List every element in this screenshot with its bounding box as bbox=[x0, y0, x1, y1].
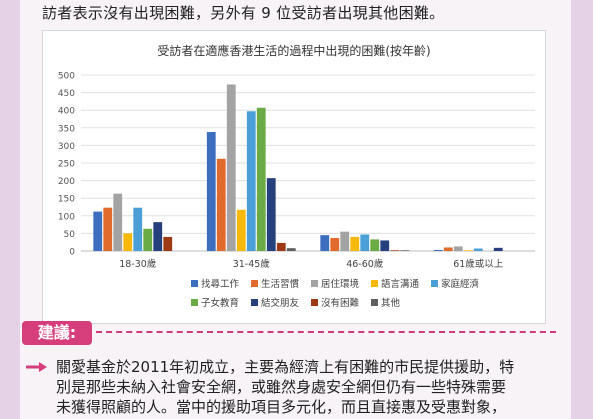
bar bbox=[103, 207, 113, 251]
bar bbox=[390, 250, 400, 251]
y-tick-label: 50 bbox=[64, 230, 76, 240]
paragraph-line-1: 關愛基金於2011年初成立，主要為經濟上有困難的市民提供援助，特 bbox=[56, 358, 515, 376]
bar bbox=[463, 250, 473, 251]
legend-label: 語言溝通 bbox=[381, 278, 420, 290]
bar bbox=[153, 222, 163, 251]
y-tick-label: 400 bbox=[58, 107, 75, 117]
bar bbox=[380, 240, 390, 251]
right-border-band bbox=[571, 0, 593, 419]
legend-label: 家庭經濟 bbox=[441, 278, 479, 290]
arrow-right-icon bbox=[26, 362, 47, 372]
y-tick-label: 0 bbox=[69, 248, 75, 258]
bar bbox=[443, 247, 453, 251]
bar bbox=[246, 111, 256, 251]
legend-swatch bbox=[371, 299, 378, 306]
bar-chart: 受訪者在適應香港生活的過程中出現的困難(按年齡) 0 50 100 150 200 250 3… bbox=[58, 43, 535, 309]
legend-swatch bbox=[311, 299, 318, 306]
bar bbox=[266, 178, 276, 251]
legend-label: 沒有困難 bbox=[321, 297, 360, 309]
y-tick-label: 350 bbox=[58, 124, 75, 134]
bar bbox=[216, 158, 226, 251]
suggestion-paragraph: 關愛基金於2011年初成立，主要為經濟上有困難的市民提供援助，特 別是那些未納入… bbox=[56, 357, 576, 417]
left-border-band bbox=[0, 0, 20, 419]
legend-swatch bbox=[431, 280, 438, 287]
legend-label: 結交朋友 bbox=[261, 297, 300, 309]
legend-label: 其他 bbox=[381, 297, 401, 309]
intro-text: 訪者表示沒有出現困難，另外有 9 位受訪者出現其他困難。 bbox=[42, 4, 445, 22]
bar bbox=[453, 246, 463, 251]
bar bbox=[236, 209, 246, 251]
dashed-divider bbox=[96, 331, 556, 333]
bar bbox=[473, 248, 483, 251]
y-tick-label: 100 bbox=[58, 212, 75, 222]
bar bbox=[123, 233, 133, 251]
legend-label: 子女教育 bbox=[201, 297, 239, 309]
chart-title: 受訪者在適應香港生活的過程中出現的困難(按年齡) bbox=[157, 43, 430, 58]
legend-label: 找尋工作 bbox=[201, 278, 240, 290]
legend-swatch bbox=[251, 280, 258, 287]
bar bbox=[133, 207, 143, 251]
x-tick-label: 46-60歲 bbox=[346, 258, 384, 270]
legend-swatch bbox=[311, 280, 318, 287]
chart-container: 受訪者在適應香港生活的過程中出現的困難(按年齡) 0 50 100 150 200 250 3… bbox=[42, 30, 546, 324]
legend-label: 生活習慣 bbox=[261, 278, 300, 290]
bar bbox=[276, 242, 286, 251]
legend-swatch bbox=[251, 299, 258, 306]
y-tick-label: 500 bbox=[58, 72, 75, 82]
bar bbox=[256, 107, 266, 252]
paragraph-line-3: 未獲得照顧的人。當中的援助項目多元化，而且直接惠及受惠對象， bbox=[56, 398, 507, 416]
bar bbox=[93, 211, 103, 251]
bar bbox=[286, 248, 296, 251]
suggestion-heading: 建議: bbox=[22, 321, 92, 345]
x-tick-label: 18-30歲 bbox=[119, 258, 157, 270]
y-tick-label: 150 bbox=[58, 195, 75, 205]
legend-swatch bbox=[191, 299, 198, 306]
bar bbox=[206, 132, 216, 251]
bar bbox=[350, 236, 360, 251]
bar bbox=[226, 84, 236, 251]
bar bbox=[340, 231, 350, 251]
legend-swatch bbox=[371, 280, 378, 287]
bar bbox=[143, 228, 153, 251]
bar bbox=[330, 237, 340, 251]
bar bbox=[360, 234, 370, 251]
x-tick-label: 61歲或以上 bbox=[453, 258, 504, 270]
bar bbox=[163, 236, 173, 251]
y-tick-label: 450 bbox=[58, 89, 75, 99]
bar bbox=[113, 193, 123, 251]
legend-label: 居住環境 bbox=[321, 278, 360, 290]
paragraph-line-2: 別是那些未納入社會安全網，或雖然身處安全網但仍有一些特殊需要 bbox=[56, 378, 507, 396]
bar bbox=[370, 239, 380, 251]
x-tick-label: 31-45歲 bbox=[233, 258, 271, 270]
bar bbox=[400, 250, 410, 251]
y-tick-label: 200 bbox=[58, 177, 75, 187]
y-tick-label: 300 bbox=[58, 142, 75, 152]
bar bbox=[433, 249, 443, 251]
bar bbox=[320, 235, 330, 251]
bar bbox=[493, 247, 503, 251]
legend-swatch bbox=[191, 280, 198, 287]
y-tick-label: 250 bbox=[58, 160, 75, 170]
